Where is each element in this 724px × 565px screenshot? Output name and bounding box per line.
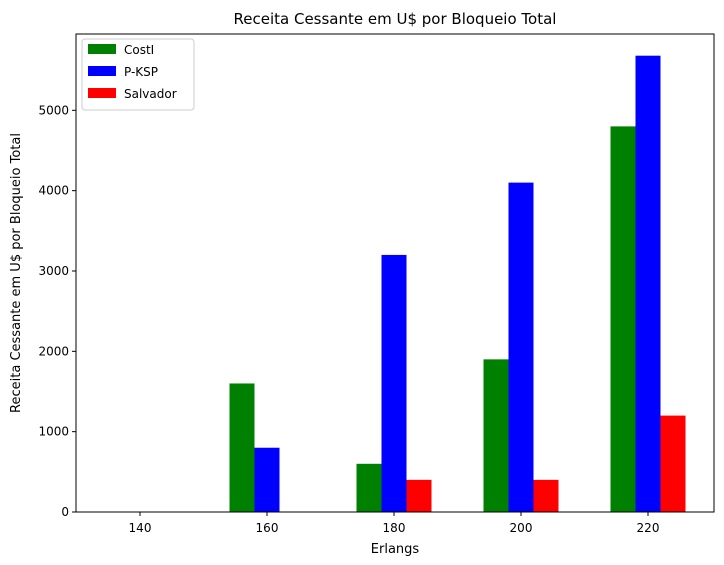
x-axis-label: Erlangs: [371, 542, 420, 557]
y-axis-label: Receita Cessante em U$ por Bloqueio Tota…: [9, 133, 24, 413]
legend-swatch-costi: [88, 44, 116, 54]
bar-p-ksp-200: [508, 182, 534, 513]
y-tick-label: 3000: [38, 264, 69, 278]
bars-group: [229, 55, 686, 513]
bar-p-ksp-220: [635, 55, 661, 512]
y-tick-label: 1000: [38, 425, 69, 439]
bar-costi-160: [229, 383, 255, 512]
legend-label-costi: CostI: [124, 43, 154, 57]
legend-label-salvador: Salvador: [124, 87, 177, 101]
x-tick-label: 220: [637, 521, 660, 535]
legend-label-p-ksp: P-KSP: [124, 65, 158, 79]
x-ticks-group: 140 160 180 200 220: [129, 512, 660, 535]
x-tick-label: 180: [383, 521, 406, 535]
chart-title: Receita Cessante em U$ por Bloqueio Tota…: [234, 10, 557, 28]
bar-salvador-200: [533, 479, 559, 512]
y-tick-label: 0: [61, 505, 69, 519]
legend-swatch-p-ksp: [88, 66, 116, 76]
plot-area-frame: [75, 33, 715, 513]
legend-swatch-salvador: [88, 88, 116, 98]
x-tick-label: 140: [129, 521, 152, 535]
bar-salvador-180: [406, 479, 432, 512]
x-tick-label: 160: [256, 521, 279, 535]
bar-salvador-220: [660, 415, 686, 512]
y-ticks-group: 0 1000 2000 3000 4000 5000: [38, 103, 76, 519]
y-tick-label: 2000: [38, 344, 69, 358]
legend: CostI P-KSP Salvador: [81, 38, 195, 111]
bar-p-ksp-180: [381, 254, 407, 512]
y-tick-label: 4000: [38, 184, 69, 198]
x-tick-label: 200: [510, 521, 533, 535]
bar-costi-180: [356, 463, 382, 512]
bar-costi-200: [483, 359, 509, 512]
bar-costi-220: [610, 126, 636, 513]
bar-p-ksp-160: [254, 447, 280, 512]
y-tick-label: 5000: [38, 103, 69, 117]
